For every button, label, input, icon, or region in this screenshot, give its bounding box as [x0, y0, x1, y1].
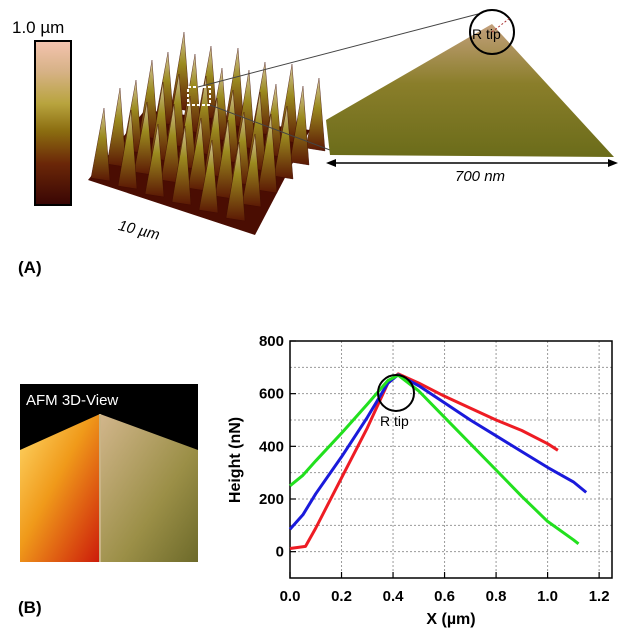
tip-circle-top	[469, 9, 515, 55]
y-tick-label: 600	[259, 386, 284, 403]
panel-a-label: (A)	[18, 258, 42, 277]
y-tick-label: 400	[259, 438, 284, 455]
zoomed-pyramid	[326, 24, 614, 157]
surface-spike	[257, 113, 278, 194]
surface-spike	[225, 141, 246, 222]
zoom-connector-top	[197, 13, 479, 88]
surface-spike	[273, 105, 294, 180]
surface-spike	[144, 123, 165, 198]
x-tick-label: 0.6	[434, 588, 455, 605]
colorbar-max-label: 1.0 µm	[12, 18, 65, 37]
afm-face-left	[20, 414, 100, 562]
x-axis-label: X (µm)	[426, 611, 475, 628]
x-tick-label: 0.0	[280, 588, 301, 605]
zoom-width-label: 700 nm	[455, 168, 506, 185]
y-tick-label: 0	[276, 544, 284, 561]
x-tick-label: 0.8	[486, 588, 507, 605]
surface-spike	[305, 77, 326, 152]
y-tick-label: 200	[259, 491, 284, 508]
x-tick-label: 0.4	[383, 588, 405, 605]
surface-spike	[106, 87, 127, 168]
zoom-connector-bottom	[209, 104, 331, 151]
surface-spike	[187, 117, 208, 192]
x-tick-label: 1.0	[537, 588, 558, 605]
surface-spike	[160, 103, 181, 184]
panel-b-label: (B)	[18, 598, 42, 617]
series-line-red	[289, 372, 559, 550]
surface-spike	[117, 109, 138, 190]
tip-radius-label-top: R tip	[472, 26, 501, 42]
plot-frame	[289, 340, 613, 579]
height-colorbar	[34, 40, 72, 206]
surface-spike	[214, 119, 235, 200]
surface-spike	[133, 101, 154, 176]
tip-radius-label-chart: R tip	[380, 413, 409, 429]
y-tick-label: 800	[259, 333, 284, 350]
surface-spike	[289, 85, 310, 166]
surface-spike	[241, 133, 262, 208]
surface-spike	[90, 107, 111, 182]
afm-face-right	[100, 414, 198, 562]
x-tick-label: 1.2	[589, 588, 610, 605]
surface-spike	[198, 139, 219, 214]
tip-circle-chart	[377, 374, 415, 412]
series-line-green	[289, 373, 580, 545]
x-tick-label: 0.2	[331, 588, 352, 605]
afm-3d-view-title: AFM 3D-View	[26, 392, 119, 409]
y-axis-label: Height (nN)	[227, 417, 244, 503]
series-line-blue	[288, 373, 588, 531]
surface-spike	[171, 125, 192, 206]
afm-surface-3d	[88, 31, 326, 235]
